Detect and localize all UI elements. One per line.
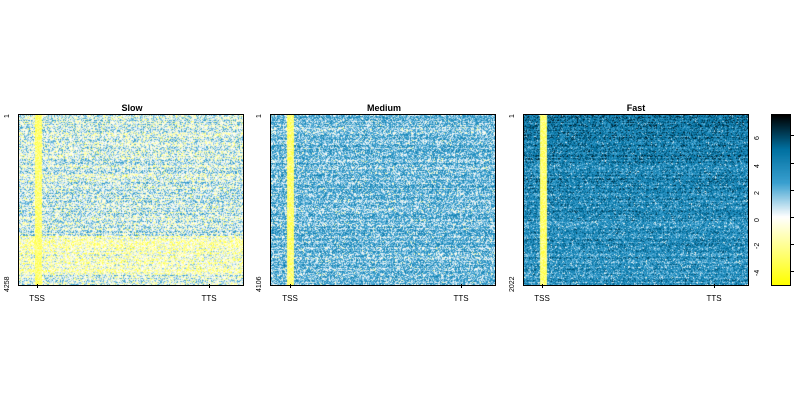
colorbar-tick: [790, 217, 794, 218]
colorbar-tick-label: 6: [754, 136, 761, 141]
x-label-tss-slow: TSS: [29, 294, 45, 303]
colorbar-tick-label: 2: [754, 190, 761, 195]
colorbar: [771, 114, 791, 286]
heatmap-canvas-medium: [271, 115, 495, 285]
row-top-label-slow: 1: [4, 114, 11, 118]
colorbar-tick: [790, 271, 794, 273]
x-tick-tts-medium: [461, 284, 462, 288]
colorbar-canvas: [772, 115, 790, 285]
row-top-label-fast: 1: [509, 114, 516, 118]
heatmap-slow: [18, 114, 244, 286]
colorbar-tick-label: -2: [754, 242, 761, 250]
heatmap-medium: [270, 114, 496, 286]
panel-title-medium: Medium: [366, 103, 401, 113]
row-bottom-label-slow: 4258: [4, 276, 11, 292]
colorbar-tick: [790, 244, 794, 246]
colorbar-tick: [790, 162, 794, 164]
row-bottom-label-medium: 4106: [256, 276, 263, 292]
x-label-tts-fast: TTS: [706, 294, 722, 303]
x-label-tss-medium: TSS: [282, 294, 298, 303]
colorbar-tick: [790, 135, 794, 137]
x-tick-tss-fast: [542, 284, 543, 288]
x-label-tts-medium: TTS: [453, 294, 469, 303]
colorbar-tick: [790, 189, 794, 191]
row-bottom-label-fast: 2022: [509, 276, 516, 292]
x-tick-tts-fast: [714, 284, 715, 288]
x-tick-tss-medium: [290, 284, 291, 288]
panel-title-slow: Slow: [121, 103, 143, 113]
colorbar-tick-label: 0: [754, 218, 761, 222]
x-label-tss-fast: TSS: [534, 294, 550, 303]
panel-title-fast: Fast: [626, 103, 646, 113]
x-tick-tts-slow: [209, 284, 210, 288]
colorbar-tick-label: 4: [754, 163, 761, 168]
heatmap-canvas-fast: [524, 115, 748, 285]
x-tick-tss-slow: [37, 284, 38, 288]
heatmap-canvas-slow: [19, 115, 243, 285]
heatmap-fast: [523, 114, 749, 286]
x-label-tts-slow: TTS: [201, 294, 217, 303]
row-top-label-medium: 1: [256, 114, 263, 118]
colorbar-tick-label: -4: [754, 270, 761, 277]
